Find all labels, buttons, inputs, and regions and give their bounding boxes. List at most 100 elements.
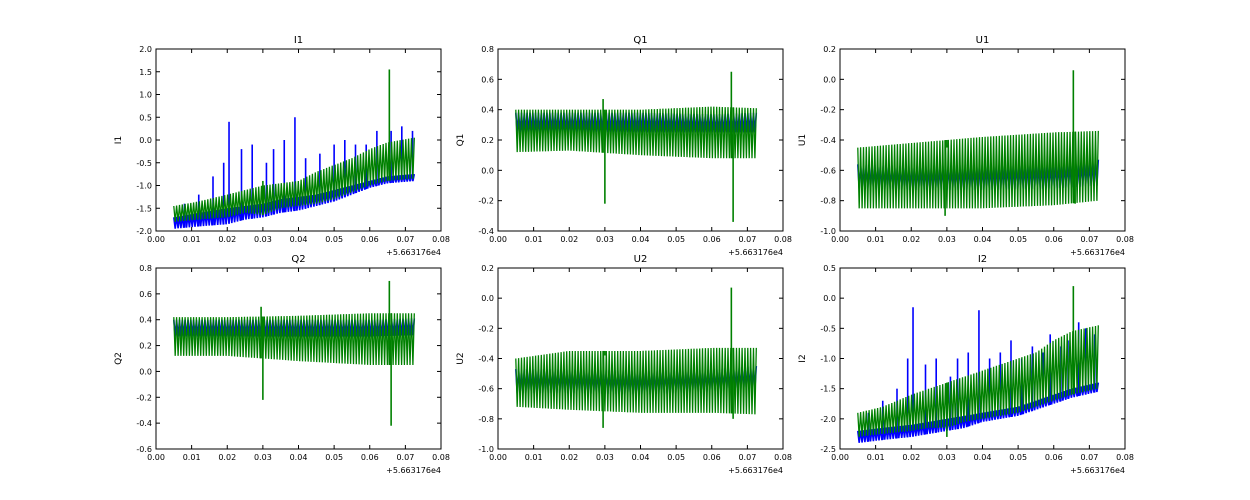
x-tick-label: 0.00: [489, 453, 507, 462]
x-tick-label: 0.04: [974, 453, 992, 462]
y-tick-label: 0.8: [139, 264, 152, 273]
y-tick-label: 2.0: [139, 45, 152, 54]
x-tick-label: 0.01: [867, 235, 885, 244]
y-tick-label: 0.5: [823, 264, 836, 273]
x-tick-label: 0.04: [290, 235, 308, 244]
plot-area: [515, 287, 758, 428]
y-tick-label: 0.2: [481, 264, 494, 273]
x-axis-offset: +5.663176e4: [386, 248, 441, 257]
x-tick-label: 0.07: [396, 453, 414, 462]
y-tick-label: 0.4: [481, 106, 494, 115]
x-tick-label: 0.08: [432, 453, 450, 462]
x-tick-label: 0.04: [290, 453, 308, 462]
x-axis-offset: +5.663176e4: [386, 466, 441, 475]
y-tick-label: -0.6: [820, 166, 836, 175]
x-tick-label: 0.08: [774, 453, 792, 462]
y-tick-label: 0.0: [139, 136, 152, 145]
x-tick-label: 0.03: [254, 235, 272, 244]
y-tick-label: 0.0: [139, 367, 152, 376]
x-tick-label: 0.03: [938, 235, 956, 244]
x-tick-label: 0.02: [218, 453, 236, 462]
x-tick-label: 0.03: [596, 453, 614, 462]
x-tick-label: 0.08: [1116, 453, 1134, 462]
y-tick-label: -1.0: [820, 355, 836, 364]
subplot-q1: 0.00 0.01 0.02 0.03 0.04 0.05 0.06 0.07 0.08 -0.4…: [456, 35, 792, 257]
series-line: [857, 325, 1099, 437]
subplot-i1: 0.00 0.01 0.02 0.03 0.04 0.05 0.06 0.07 0.08 -2.0…: [114, 35, 450, 257]
series-line: [857, 382, 1100, 443]
x-tick-label: 0.02: [560, 453, 578, 462]
x-tick-label: 0.06: [361, 235, 379, 244]
subplot-title: U2: [634, 254, 648, 265]
x-tick-label: 0.06: [703, 453, 721, 462]
x-tick-label: 0.02: [560, 235, 578, 244]
y-tick-label: -0.2: [478, 197, 494, 206]
series-line: [515, 347, 757, 415]
y-tick-label: -2.0: [136, 227, 152, 236]
x-axis-offset: +5.663176e4: [728, 466, 783, 475]
plot-area: [173, 280, 416, 426]
y-axis-label: U2: [456, 352, 466, 364]
y-tick-label: -0.5: [136, 159, 152, 168]
y-axis-label: Q2: [114, 352, 124, 365]
x-tick-label: 0.02: [902, 453, 920, 462]
y-tick-label: 0.2: [481, 136, 494, 145]
series-line: [515, 106, 757, 159]
subplot-title: Q1: [633, 35, 647, 46]
y-tick-label: -0.6: [136, 445, 152, 454]
x-tick-label: 0.05: [667, 235, 685, 244]
x-tick-label: 0.00: [831, 453, 849, 462]
y-tick-label: -0.2: [136, 393, 152, 402]
y-tick-label: -0.8: [820, 197, 836, 206]
x-tick-label: 0.06: [361, 453, 379, 462]
x-tick-label: 0.04: [974, 235, 992, 244]
y-tick-label: -0.2: [820, 106, 836, 115]
x-tick-label: 0.00: [489, 235, 507, 244]
x-tick-label: 0.06: [1045, 235, 1063, 244]
x-tick-label: 0.07: [738, 453, 756, 462]
series-green: [857, 70, 1099, 216]
series-green: [173, 69, 415, 222]
x-tick-label: 0.02: [902, 235, 920, 244]
y-tick-label: -2.0: [820, 415, 836, 424]
x-tick-label: 0.02: [218, 235, 236, 244]
series-green: [857, 286, 1099, 437]
y-tick-label: -0.4: [136, 419, 152, 428]
x-tick-label: 0.01: [525, 235, 543, 244]
subplot-i2: 0.00 0.01 0.02 0.03 0.04 0.05 0.06 0.07 0.08 -2.5…: [798, 254, 1134, 475]
subplot-q2: 0.00 0.01 0.02 0.03 0.04 0.05 0.06 0.07 0.08 -0.6…: [114, 254, 450, 475]
plot-area: [515, 71, 758, 222]
subplot-u2: 0.00 0.01 0.02 0.03 0.04 0.05 0.06 0.07 0.08 -1.0…: [456, 254, 792, 475]
y-tick-label: -0.4: [478, 355, 494, 364]
plot-area: [173, 69, 416, 229]
y-tick-label: 0.4: [139, 316, 152, 325]
x-tick-label: 0.08: [432, 235, 450, 244]
y-tick-label: 1.0: [139, 91, 152, 100]
y-tick-label: 1.5: [139, 68, 152, 77]
y-tick-label: 0.2: [139, 342, 152, 351]
y-axis-label: I2: [798, 354, 808, 362]
y-tick-label: -2.5: [820, 445, 836, 454]
series-line: [173, 313, 415, 366]
x-tick-label: 0.08: [774, 235, 792, 244]
y-tick-label: 0.0: [823, 294, 836, 303]
x-tick-label: 0.08: [1116, 235, 1134, 244]
subplot-title: U1: [976, 35, 990, 46]
x-tick-label: 0.07: [396, 235, 414, 244]
y-tick-label: -0.4: [820, 136, 836, 145]
x-tick-label: 0.06: [703, 235, 721, 244]
y-tick-label: 0.5: [139, 113, 152, 122]
x-tick-label: 0.05: [325, 235, 343, 244]
y-tick-label: 0.8: [481, 45, 494, 54]
y-tick-label: -1.5: [136, 204, 152, 213]
y-tick-label: -1.0: [136, 182, 152, 191]
y-tick-label: 0.0: [481, 166, 494, 175]
x-tick-label: 0.05: [325, 453, 343, 462]
y-axis-label: I1: [114, 136, 124, 144]
series-green: [515, 71, 757, 222]
y-tick-label: -0.2: [478, 324, 494, 333]
x-axis-offset: +5.663176e4: [1070, 248, 1125, 257]
plot-area: [857, 70, 1100, 216]
y-tick-label: -0.4: [478, 227, 494, 236]
